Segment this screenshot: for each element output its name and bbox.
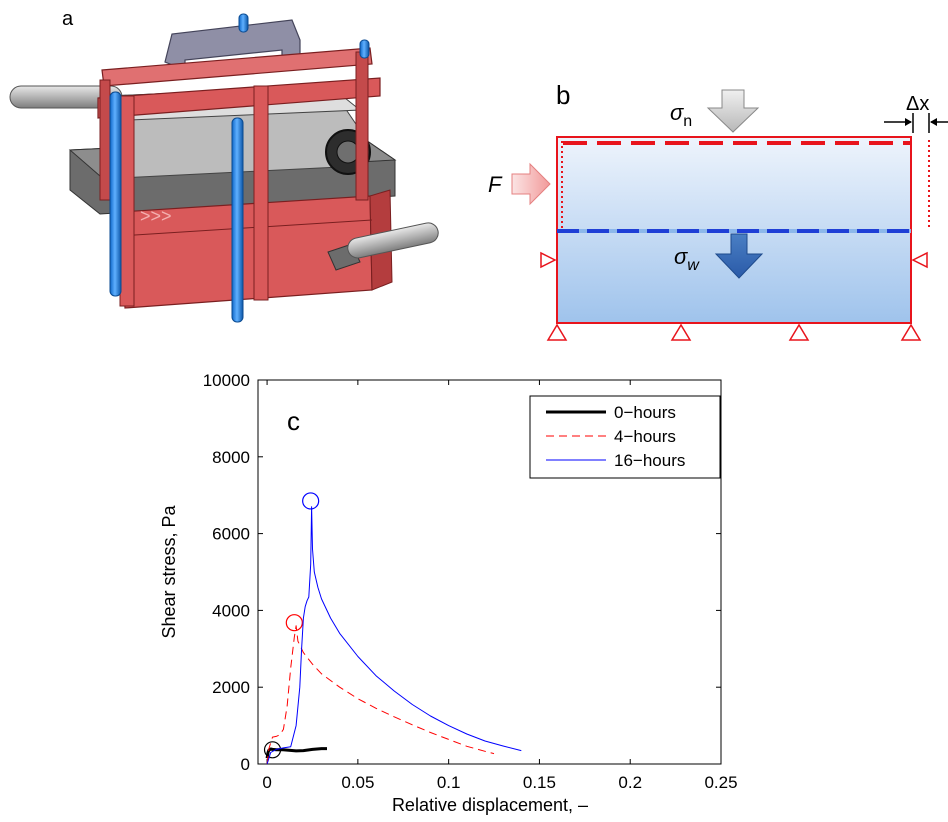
delta-x-arrowhead-left	[905, 118, 912, 126]
y-tick-label: 0	[241, 755, 250, 774]
x-tick-label: 0.2	[618, 773, 642, 792]
bottom-support-4	[900, 323, 922, 341]
force-arrow	[511, 162, 551, 206]
delta-x-arrowhead-right	[930, 118, 937, 126]
left-support	[540, 251, 557, 269]
legend-box	[529, 395, 721, 479]
x-axis-label: Relative displacement, –	[392, 795, 588, 815]
series-layer	[263, 492, 522, 765]
plot-area	[257, 379, 722, 765]
blue-rod-back-right	[359, 39, 370, 59]
panel-b: b Δx σn F σw	[488, 80, 948, 341]
y-axis: 0 2000 4000 6000 8000 10000	[203, 371, 721, 774]
x-tick-label: 0.15	[523, 773, 556, 792]
force-label: F	[488, 172, 503, 197]
frame-post-right-back	[355, 51, 369, 201]
blue-rod-right	[231, 117, 244, 323]
legend-label-1: 4−hours	[614, 427, 676, 446]
delta-x-label: Δx	[906, 93, 929, 115]
sigma-n-arrow	[706, 89, 760, 133]
legend: 0−hours 4−hours 16−hours	[529, 395, 721, 479]
y-tick-label: 10000	[203, 371, 250, 390]
peak-marker-1	[285, 614, 303, 632]
frame-post-left-front	[119, 95, 135, 307]
frame-post-left-back	[99, 79, 111, 201]
right-handle	[347, 222, 439, 259]
peak-marker-0	[263, 741, 282, 759]
right-support	[911, 251, 928, 269]
x-tick-label: 0	[262, 773, 271, 792]
panel-b-label: b	[556, 80, 570, 110]
shear-apparatus-illustration: >>>	[9, 13, 439, 323]
x-tick-label: 0.1	[437, 773, 461, 792]
legend-label-2: 16−hours	[614, 451, 685, 470]
panel-a: a >>>	[9, 8, 439, 323]
y-tick-label: 4000	[212, 601, 250, 620]
legend-label-0: 0−hours	[614, 403, 676, 422]
panel-c-label: c	[287, 406, 300, 436]
bottom-support-2	[670, 323, 692, 341]
sigma-n-label: σn	[670, 100, 692, 130]
y-tick-label: 6000	[212, 525, 250, 544]
panel-a-label: a	[62, 8, 74, 30]
blue-rod-back-left	[238, 13, 249, 33]
x-tick-label: 0.05	[341, 773, 374, 792]
sigma-w-arrow	[714, 233, 764, 279]
y-tick-label: 8000	[212, 448, 250, 467]
y-axis-label: Shear stress, Pa	[159, 504, 179, 638]
series-line-1	[266, 625, 495, 765]
lower-box-seam	[119, 219, 373, 237]
x-tick-label: 0.25	[704, 773, 737, 792]
bottom-support-1	[546, 323, 568, 341]
peak-marker-2	[302, 492, 320, 510]
top-frame-front	[97, 77, 381, 119]
sigma-w-label: σw	[674, 244, 700, 274]
x-axis: 0 0.05 0.1 0.15 0.2 0.25	[262, 380, 738, 792]
bottom-support-3	[788, 323, 810, 341]
series-line-2	[266, 506, 522, 765]
y-tick-label: 2000	[212, 678, 250, 697]
panel-c: c 0 2000 4000 6000 8000 10000 0 0.05 0.1 0.15 0.2…	[159, 371, 738, 815]
direction-marks: >>>	[140, 206, 172, 226]
frame-post-right-front	[253, 85, 269, 301]
blue-rod-left	[109, 91, 122, 297]
